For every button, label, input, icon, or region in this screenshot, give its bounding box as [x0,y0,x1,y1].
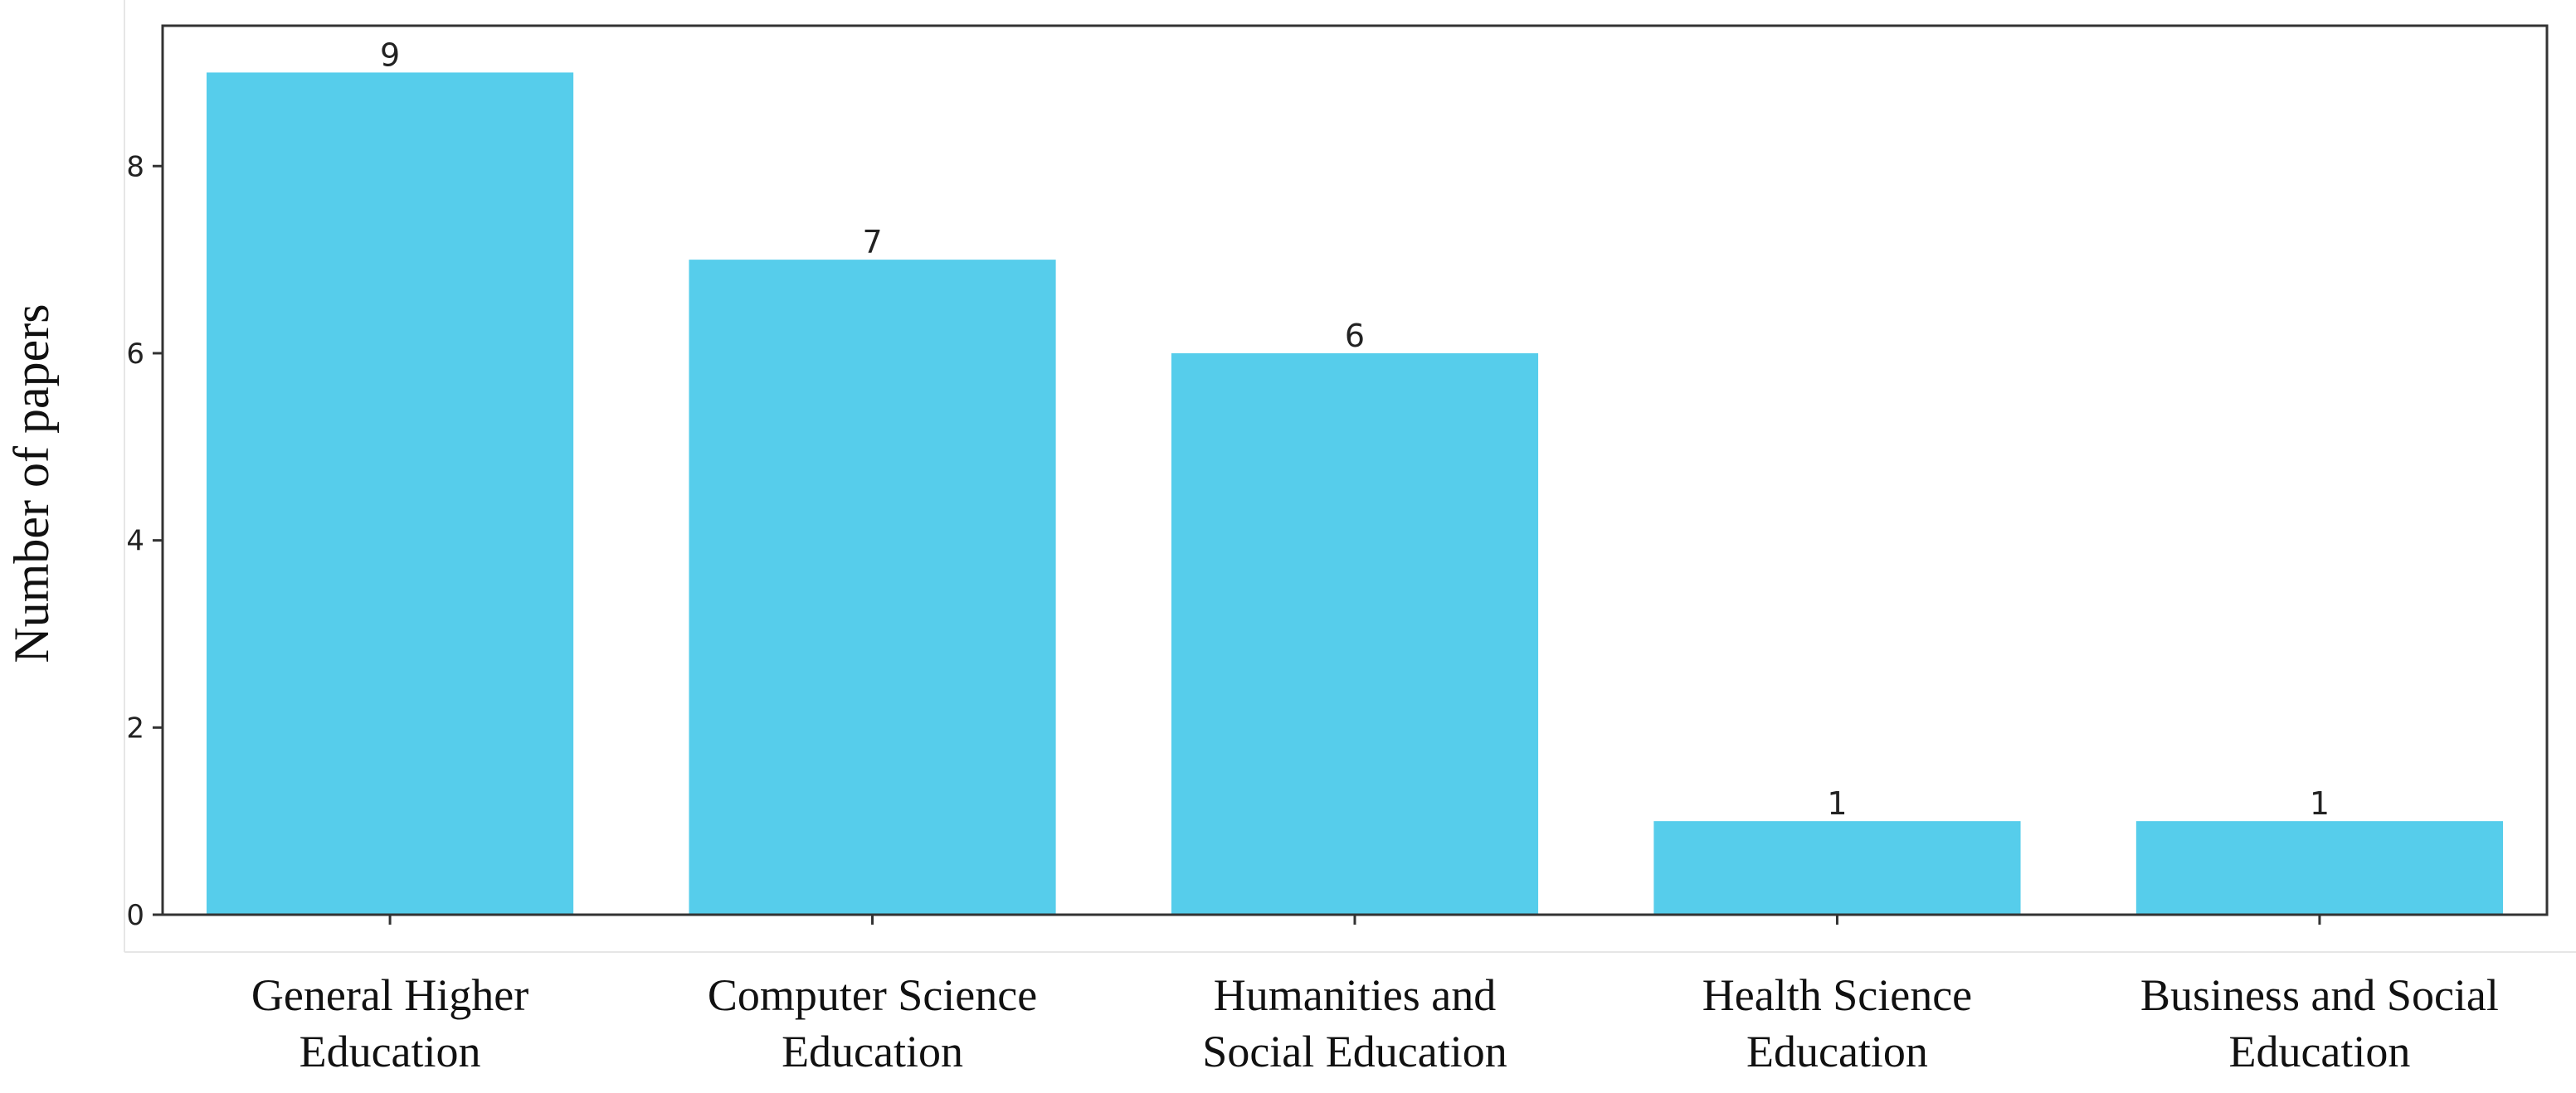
y-axis-title: Number of papers [4,304,59,663]
x-category-label: General Higher Education [251,970,528,1076]
x-category-label-line: Education [299,1027,481,1076]
bars-group [207,72,2503,916]
y-tick-label: 0 [126,899,144,932]
x-category-label-line: Education [1746,1027,1928,1076]
x-category-label-line: Health Science [1702,970,1972,1020]
y-axis: 0 2 4 6 8 [126,150,163,932]
x-category-label: Health Science Education [1702,970,1972,1076]
y-tick-label: 4 [126,525,144,558]
x-category-label-line: Computer Science [708,970,1037,1020]
bar-value-label: 1 [1827,785,1847,822]
x-category-label: Business and Social Education [2140,970,2499,1076]
x-category-label: Computer Science Education [708,970,1037,1076]
data-labels-group: 9 7 6 1 1 [380,36,2330,822]
x-category-label-line: General Higher [251,970,528,1020]
bar [1653,821,2021,915]
y-tick-label: 2 [126,712,144,745]
y-tick-label: 6 [126,338,144,371]
bar-value-label: 9 [380,36,400,73]
bar [2135,821,2503,915]
y-tick-label: 8 [126,150,144,183]
x-category-label: Humanities and Social Education [1202,970,1507,1076]
x-category-label-line: Social Education [1202,1027,1507,1076]
bar [1171,352,1539,915]
bar-value-label: 6 [1345,318,1365,354]
x-category-label-line: Business and Social [2140,970,2499,1020]
plot-frame [161,24,2549,916]
x-category-label-line: Education [2228,1027,2410,1076]
bar-value-label: 7 [862,224,882,260]
bar-value-label: 1 [2310,785,2330,822]
x-category-label-line: Education [782,1027,963,1076]
bar [689,260,1056,916]
bar [207,72,574,916]
x-axis: General Higher Education Computer Science E… [251,915,2499,1076]
x-category-label-line: Humanities and [1214,970,1496,1020]
